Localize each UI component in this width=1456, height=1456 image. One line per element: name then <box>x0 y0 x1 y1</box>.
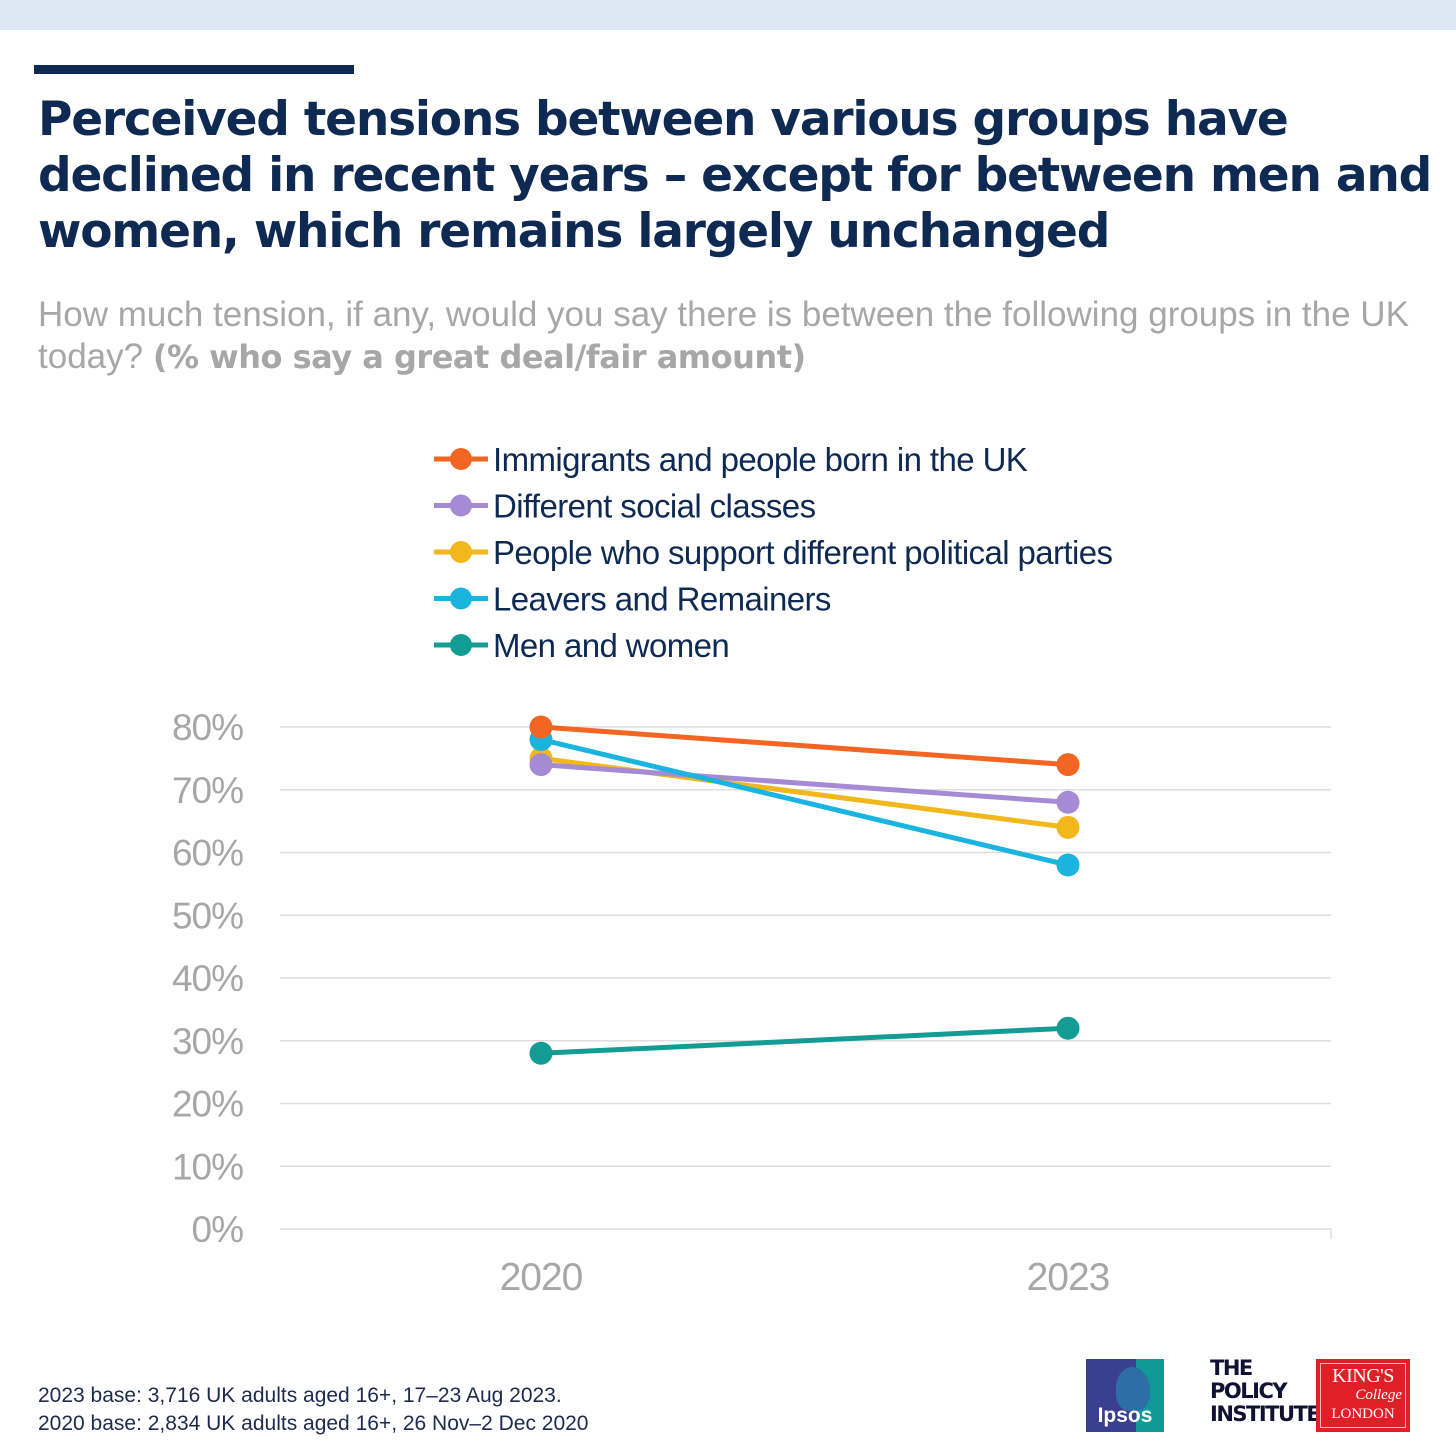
legend-label: People who support different political p… <box>493 534 1112 571</box>
legend-swatch-marker <box>450 541 472 563</box>
chart-title: Perceived tensions between various group… <box>38 92 1432 259</box>
policy-logo-line-2: POLICY <box>1210 1379 1288 1403</box>
subtitle-question: How much tension, if any, would you say … <box>38 295 1409 376</box>
subtitle-qualifier: (% who say a great deal/fair amount) <box>152 338 806 376</box>
kings-college-logo: KING'S College LONDON <box>1316 1359 1410 1432</box>
series-line <box>538 737 1071 868</box>
ipsos-logo-head-shape <box>1116 1367 1150 1411</box>
y-tick-label: 40% <box>172 958 243 999</box>
policy-logo-line-1: THE <box>1210 1356 1253 1380</box>
y-tick-label: 70% <box>172 770 243 811</box>
kings-logo-line-2: College <box>1355 1387 1402 1403</box>
y-tick-label: 10% <box>172 1146 243 1187</box>
y-tick-label: 20% <box>172 1084 243 1125</box>
data-point <box>1056 790 1080 814</box>
y-tick-label: 50% <box>172 895 243 936</box>
legend-label: Leavers and Remainers <box>493 581 831 618</box>
legend-label: Immigrants and people born in the UK <box>493 441 1028 478</box>
line-chart: 0% 10% 20% 30% 40% 50% 60% 70% 80% 2020 2023 Immigr… <box>172 441 1332 1299</box>
data-point <box>1056 853 1080 877</box>
footer-base-2020: 2020 base: 2,834 UK adults aged 16+, 26 … <box>38 1412 589 1435</box>
kings-logo-line-1: KING'S <box>1332 1365 1394 1387</box>
data-point <box>529 1041 553 1065</box>
y-tick-label: 0% <box>192 1209 244 1250</box>
y-tick-label: 30% <box>172 1021 243 1062</box>
ipsos-logo-text: Ipsos <box>1097 1404 1153 1427</box>
x-tick-label: 2023 <box>1027 1256 1110 1299</box>
legend-swatch-marker <box>450 448 472 470</box>
legend-swatch-marker <box>450 494 472 517</box>
ipsos-logo: Ipsos <box>1086 1359 1164 1432</box>
x-tick-label: 2020 <box>500 1256 583 1299</box>
legend-swatch-marker <box>450 634 472 656</box>
footer-base-2023: 2023 base: 3,716 UK adults aged 16+, 17–… <box>38 1384 562 1407</box>
series-line <box>538 1025 1071 1056</box>
legend-label: Different social classes <box>493 488 816 525</box>
top-band <box>0 0 1456 30</box>
y-tick-label: 60% <box>172 833 243 874</box>
policy-logo-line-3: INSTITUTE <box>1210 1402 1321 1426</box>
legend-swatch-marker <box>450 587 472 610</box>
accent-bar <box>34 65 354 74</box>
footer-notes: 2023 base: 3,716 UK adults aged 16+, 17–… <box>38 1382 589 1438</box>
kings-logo-frame <box>1320 1363 1406 1428</box>
data-point <box>1056 1016 1080 1040</box>
legend-label: Men and women <box>493 627 729 664</box>
data-point <box>1056 753 1080 777</box>
chart-subtitle: How much tension, if any, would you say … <box>38 294 1438 378</box>
data-point <box>529 715 553 739</box>
data-point <box>529 753 553 777</box>
y-tick-label: 80% <box>172 707 243 748</box>
series-line <box>538 762 1071 805</box>
policy-institute-logo: THE POLICY INSTITUTE <box>1210 1356 1321 1426</box>
series-line <box>538 724 1071 768</box>
kings-logo-line-3: LONDON <box>1331 1406 1395 1422</box>
data-point <box>1056 815 1080 839</box>
